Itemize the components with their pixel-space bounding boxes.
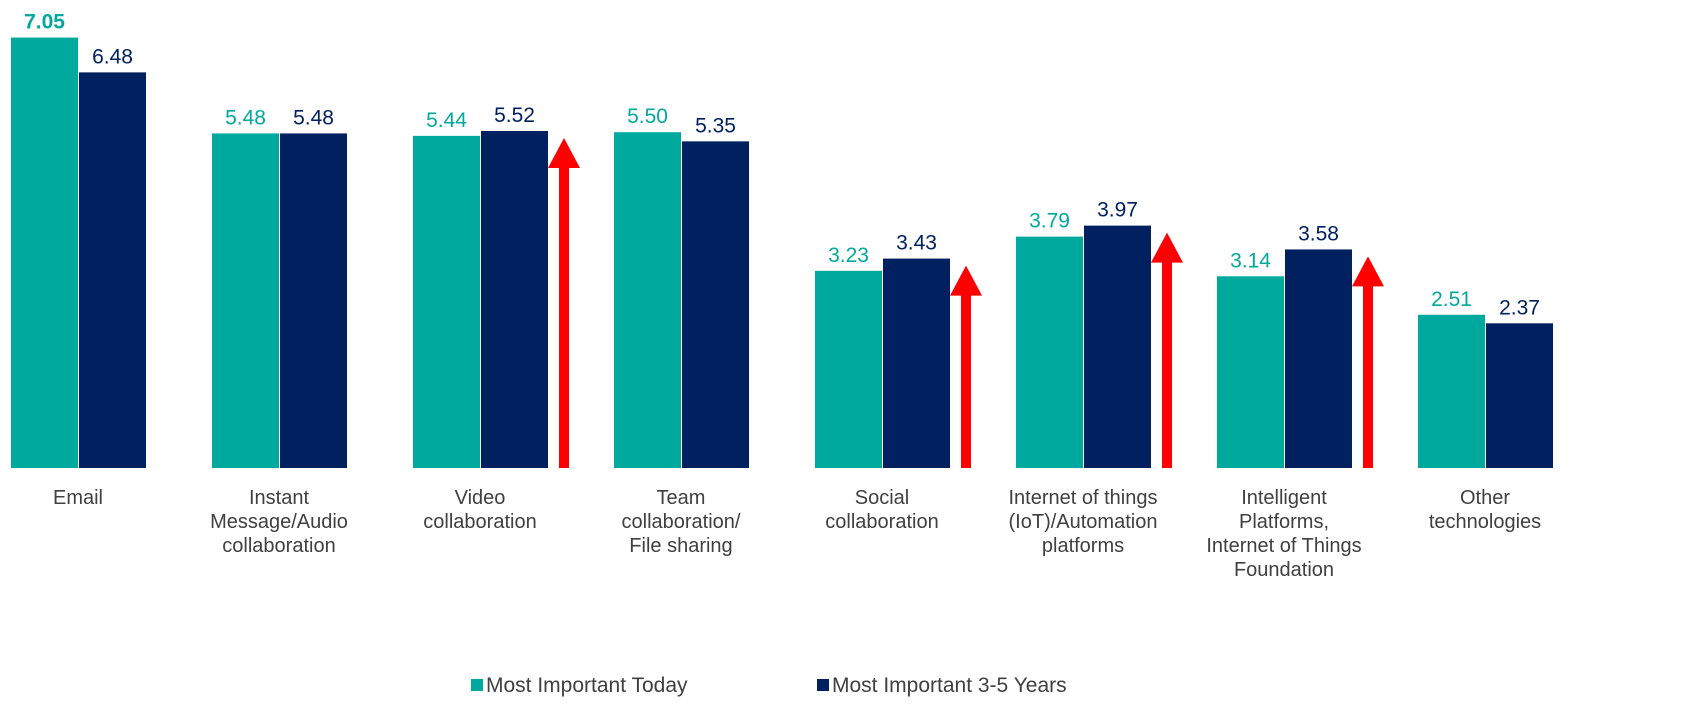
- bar: [614, 132, 681, 469]
- value-label: 3.97: [1097, 199, 1138, 222]
- bar: [883, 258, 950, 468]
- value-label: 5.48: [225, 106, 266, 129]
- arrow-head: [950, 265, 982, 296]
- arrow-shaft: [559, 165, 569, 468]
- bar: [11, 37, 78, 468]
- value-label: 5.52: [494, 104, 535, 127]
- value-label: 5.35: [695, 114, 736, 137]
- arrow-shaft: [961, 293, 971, 468]
- value-label: 5.50: [627, 105, 668, 128]
- value-label: 3.23: [828, 244, 869, 267]
- bar: [79, 72, 146, 469]
- value-label: 5.48: [293, 106, 334, 129]
- arrow-head: [1151, 232, 1183, 263]
- x-tick-label: Other technologies: [1428, 487, 1542, 533]
- bar: [413, 135, 480, 468]
- bar: [481, 130, 548, 468]
- value-label: 3.79: [1029, 210, 1070, 233]
- value-label: 5.44: [426, 109, 467, 132]
- value-label: 7.05: [24, 11, 65, 34]
- value-label: 3.43: [896, 232, 937, 255]
- arrow-shaft: [1363, 284, 1373, 468]
- value-label: 3.58: [1298, 222, 1339, 245]
- bar: [212, 133, 279, 468]
- x-tick-label: Intelligent Platforms, Internet of Thing…: [1206, 487, 1362, 581]
- x-tick-label: Social collaboration: [825, 487, 939, 533]
- legend-swatch: [817, 679, 829, 691]
- arrow-head: [1352, 256, 1384, 287]
- bar: [1084, 225, 1151, 468]
- value-label: 6.48: [92, 45, 133, 68]
- bar: [1016, 236, 1083, 468]
- x-tick-label: Team collaboration/ File sharing: [621, 487, 741, 557]
- value-label: 3.14: [1230, 249, 1271, 272]
- bar: [280, 133, 347, 468]
- legend-swatch: [471, 679, 483, 691]
- bar: [682, 141, 749, 469]
- value-label: 2.51: [1431, 288, 1472, 311]
- arrow-shaft: [1162, 260, 1172, 468]
- value-label: 2.37: [1499, 296, 1540, 319]
- legend-label: Most Important Today: [486, 674, 688, 697]
- legend-label: Most Important 3-5 Years: [832, 674, 1067, 697]
- x-tick-label: Instant Message/Audio collaboration: [210, 487, 348, 557]
- bar: [1285, 249, 1352, 468]
- x-tick-label: Internet of things (IoT)/Automation plat…: [1008, 487, 1158, 557]
- bar: [1486, 323, 1553, 468]
- x-tick-label: Video collaboration: [423, 487, 537, 533]
- bar: [1217, 276, 1284, 468]
- bar: [815, 270, 882, 468]
- bar: [1418, 314, 1485, 468]
- x-tick-label: Email: [52, 487, 103, 509]
- arrow-head: [548, 137, 580, 168]
